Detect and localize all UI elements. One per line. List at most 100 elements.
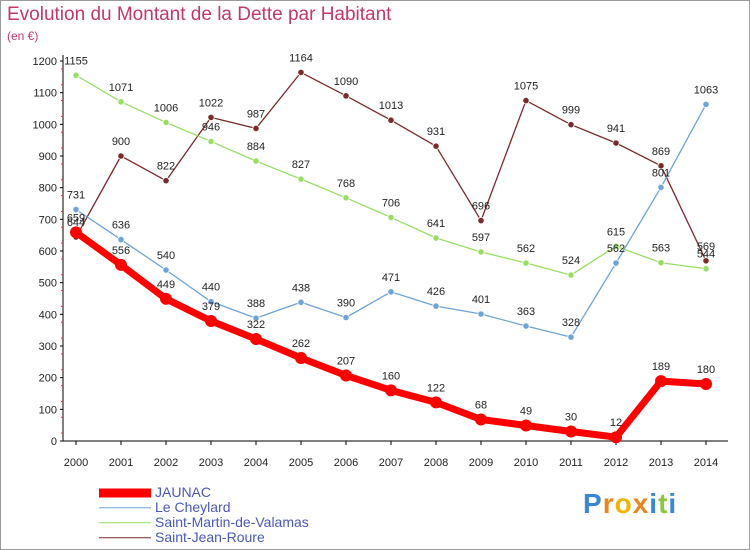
data-label: 946 — [202, 121, 220, 133]
data-point — [432, 234, 440, 242]
data-point — [207, 137, 215, 146]
y-tick-label: 0 — [51, 436, 57, 448]
x-tick-label: 2010 — [514, 457, 538, 469]
data-label: 597 — [472, 232, 490, 244]
x-tick-label: 2006 — [334, 457, 358, 469]
data-label: 644 — [67, 217, 85, 229]
x-tick-label: 2009 — [469, 457, 493, 469]
x-tick-label: 2011 — [559, 457, 583, 469]
data-point — [252, 314, 260, 322]
data-point — [655, 375, 667, 388]
legend-swatch — [99, 488, 151, 497]
data-point — [115, 258, 127, 271]
data-point — [567, 121, 575, 129]
data-label: 931 — [427, 126, 445, 138]
data-label: 615 — [607, 226, 625, 238]
x-tick-label: 2008 — [424, 457, 448, 469]
data-point — [522, 96, 530, 105]
data-point — [250, 333, 262, 346]
data-point — [162, 118, 170, 127]
y-tick-label: 700 — [39, 214, 57, 226]
data-label: 636 — [112, 220, 130, 232]
data-label: 390 — [337, 298, 355, 310]
data-label: 1090 — [334, 76, 358, 88]
x-tick-label: 2003 — [199, 457, 223, 469]
y-tick-label: 400 — [39, 309, 57, 321]
data-label: 438 — [292, 282, 310, 294]
data-point — [700, 378, 712, 390]
data-point — [522, 259, 530, 267]
data-label: 562 — [517, 243, 535, 255]
y-tick-label: 900 — [39, 151, 57, 163]
data-label: 180 — [697, 364, 715, 376]
legend-label: Saint-Jean-Roure — [155, 529, 265, 545]
data-point — [70, 226, 82, 239]
y-tick-label: 100 — [39, 404, 57, 416]
data-label: 987 — [247, 108, 265, 120]
data-label: 641 — [427, 218, 445, 230]
data-label: 696 — [472, 201, 490, 213]
data-label: 363 — [517, 306, 535, 318]
data-point — [432, 142, 440, 150]
data-point — [205, 314, 217, 327]
data-point — [565, 425, 577, 438]
y-tick-label: 800 — [39, 183, 57, 195]
data-point — [475, 413, 487, 426]
data-point — [297, 298, 305, 306]
data-label: 401 — [472, 294, 490, 306]
data-label: 556 — [112, 245, 130, 257]
data-label: 562 — [607, 243, 625, 255]
data-point — [342, 194, 350, 202]
data-point — [297, 175, 305, 183]
logo-letter: i — [668, 488, 678, 519]
data-label: 731 — [67, 190, 85, 202]
logo-letter: P — [583, 488, 603, 519]
data-point — [430, 396, 442, 409]
data-label: 379 — [202, 301, 220, 313]
data-label: 449 — [157, 279, 175, 291]
data-point — [477, 310, 485, 318]
data-point — [160, 292, 172, 305]
data-point — [432, 302, 440, 310]
data-label: 30 — [565, 412, 577, 424]
data-label: 122 — [427, 382, 445, 394]
data-point — [117, 236, 125, 244]
data-label: 160 — [382, 370, 400, 382]
data-label: 524 — [562, 255, 580, 267]
data-label: 801 — [652, 167, 670, 179]
data-label: 563 — [652, 243, 670, 255]
data-label: 1071 — [109, 82, 133, 94]
data-label: 1063 — [694, 84, 718, 96]
data-point — [387, 213, 395, 222]
data-label: 426 — [427, 286, 445, 298]
data-label: 941 — [607, 123, 625, 135]
data-label: 68 — [475, 399, 487, 411]
x-tick-label: 2012 — [604, 457, 628, 469]
data-point — [612, 259, 620, 267]
legend-label: Le Cheylard — [155, 499, 231, 515]
data-label: 706 — [382, 197, 400, 209]
x-tick-label: 2000 — [64, 457, 88, 469]
data-label: 1075 — [514, 81, 538, 93]
data-label: 440 — [202, 282, 220, 294]
data-label: 322 — [247, 319, 265, 331]
proxiti-logo: Proxiti — [583, 488, 677, 520]
data-point — [702, 100, 710, 108]
y-tick-label: 600 — [39, 246, 57, 258]
legend-swatch — [99, 536, 151, 539]
data-label: 999 — [562, 105, 580, 117]
x-tick-label: 2005 — [289, 457, 313, 469]
y-tick-label: 500 — [39, 278, 57, 290]
data-label: 1164 — [289, 52, 313, 64]
data-point — [520, 419, 532, 432]
data-label: 1155 — [64, 55, 88, 67]
data-point — [117, 152, 125, 160]
data-point — [657, 162, 665, 170]
x-tick-label: 2014 — [694, 457, 718, 469]
data-point — [702, 265, 710, 273]
logo-letter: o — [614, 488, 633, 519]
data-point — [207, 113, 215, 121]
data-point — [297, 68, 305, 77]
